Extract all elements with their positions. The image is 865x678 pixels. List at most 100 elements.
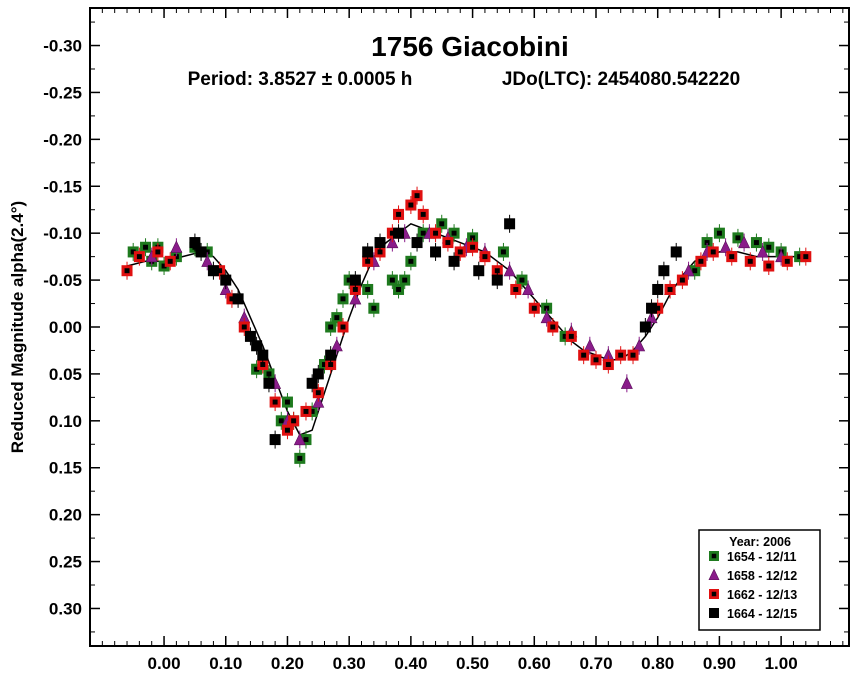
- square-marker-core: [568, 333, 574, 339]
- square-marker-core: [124, 268, 130, 274]
- square-marker-core: [679, 277, 685, 283]
- triangle-marker: [201, 254, 214, 267]
- x-tick-label: 0.20: [271, 654, 304, 673]
- square-marker: [362, 246, 374, 258]
- y-tick-label: -0.10: [43, 224, 82, 243]
- triangle-marker: [293, 432, 306, 446]
- period-label: Period: 3.8527 ± 0.0005 h: [188, 69, 413, 90]
- square-marker-core: [334, 315, 340, 321]
- square-marker-core: [500, 249, 506, 255]
- square-marker-core: [692, 268, 698, 274]
- square-marker-core: [322, 362, 327, 368]
- square-marker-core: [513, 286, 519, 292]
- square-marker-core: [371, 305, 377, 311]
- square-marker-core: [766, 263, 772, 269]
- square-marker: [639, 321, 651, 333]
- square-marker-core: [550, 324, 556, 330]
- square-marker-core: [445, 240, 451, 246]
- square-marker-core: [303, 437, 309, 443]
- y-tick-label: 0.05: [49, 365, 82, 384]
- square-marker-core: [241, 324, 247, 330]
- square-marker-core: [753, 240, 759, 246]
- x-tick-label: 0.90: [703, 654, 736, 673]
- epoch-label: JDo(LTC): 2454080.542220: [502, 69, 740, 90]
- square-marker: [652, 283, 664, 295]
- square-marker-core: [303, 408, 309, 414]
- square-marker-core: [365, 286, 371, 292]
- square-marker-core: [389, 277, 395, 283]
- square-marker: [189, 237, 201, 249]
- square-marker-core: [143, 244, 149, 250]
- square-marker-core: [155, 249, 161, 255]
- square-marker-core: [581, 352, 587, 358]
- x-tick-label: 0.10: [209, 654, 242, 673]
- square-marker-core: [365, 258, 371, 264]
- square-marker-core: [457, 249, 463, 255]
- square-marker-core: [735, 235, 741, 241]
- square-marker-core: [161, 263, 167, 269]
- square-marker-core: [630, 352, 636, 358]
- square-marker: [709, 608, 719, 618]
- square-marker-core: [482, 254, 488, 260]
- legend: Year: 2006 1654 - 12/11 1658 - 12/12 1662 …: [698, 529, 821, 631]
- square-marker-core: [451, 230, 457, 236]
- square-marker-core: [377, 249, 383, 255]
- triangle-marker: [583, 338, 596, 352]
- square-marker-core: [340, 324, 346, 330]
- square-marker-core: [544, 305, 550, 311]
- y-tick-label: -0.15: [43, 177, 82, 196]
- square-marker-core: [309, 408, 315, 414]
- square-marker-core: [698, 258, 704, 264]
- square-marker: [257, 349, 269, 361]
- square-marker-core: [716, 230, 722, 236]
- square-marker-core: [167, 258, 173, 264]
- square-marker-core: [396, 286, 402, 292]
- x-tick-label: 0.70: [579, 654, 612, 673]
- square-marker-core: [340, 296, 346, 302]
- x-tick-label: 0.30: [333, 654, 366, 673]
- square-marker-core: [618, 352, 624, 358]
- series-group: [121, 186, 812, 440]
- square-marker-core: [747, 258, 753, 264]
- square-marker-core: [396, 211, 402, 217]
- square-marker: [448, 255, 460, 267]
- square-marker-core: [711, 591, 717, 597]
- y-axis-ticks: -0.30 -0.25 -0.20 -0.15 -0.10 -0.05 0.00 0.05 0.…: [43, 21, 849, 633]
- square-marker: [325, 349, 337, 361]
- triangle-marker: [633, 338, 646, 352]
- square-marker-core: [593, 357, 599, 363]
- square-marker-core: [408, 202, 414, 208]
- triangle-marker: [620, 376, 633, 389]
- square-marker-core: [655, 305, 661, 311]
- y-tick-label: 0.30: [49, 599, 82, 618]
- square-marker: [263, 377, 275, 389]
- square-marker: [504, 218, 516, 230]
- square-marker-core: [470, 235, 476, 241]
- square-marker-core: [297, 455, 303, 461]
- square-marker: [312, 368, 324, 380]
- square-marker-core: [352, 286, 358, 292]
- square-marker-core: [173, 254, 179, 260]
- y-tick-label: -0.25: [43, 83, 82, 102]
- square-marker-core: [260, 362, 266, 368]
- square-marker: [195, 246, 207, 258]
- square-marker: [251, 340, 263, 352]
- square-marker: [473, 265, 485, 277]
- triangle-marker: [170, 240, 183, 253]
- series-group: [189, 214, 682, 449]
- square-marker: [349, 274, 361, 286]
- square-marker-core: [402, 277, 408, 283]
- square-marker-core: [710, 249, 716, 255]
- square-marker-core: [531, 305, 537, 311]
- square-marker-core: [408, 258, 414, 264]
- square-marker-core: [766, 244, 772, 250]
- square-marker-core: [803, 254, 809, 260]
- legend-entry-label: 1662 - 12/13: [727, 588, 797, 602]
- legend-entry-label: 1654 - 12/11: [727, 550, 797, 564]
- y-tick-label: 0.15: [49, 459, 82, 478]
- chart-title: 1756 Giacobini: [371, 31, 569, 62]
- square-marker-core: [420, 211, 426, 217]
- y-tick-label: 0.25: [49, 553, 82, 572]
- square-marker-core: [797, 254, 803, 260]
